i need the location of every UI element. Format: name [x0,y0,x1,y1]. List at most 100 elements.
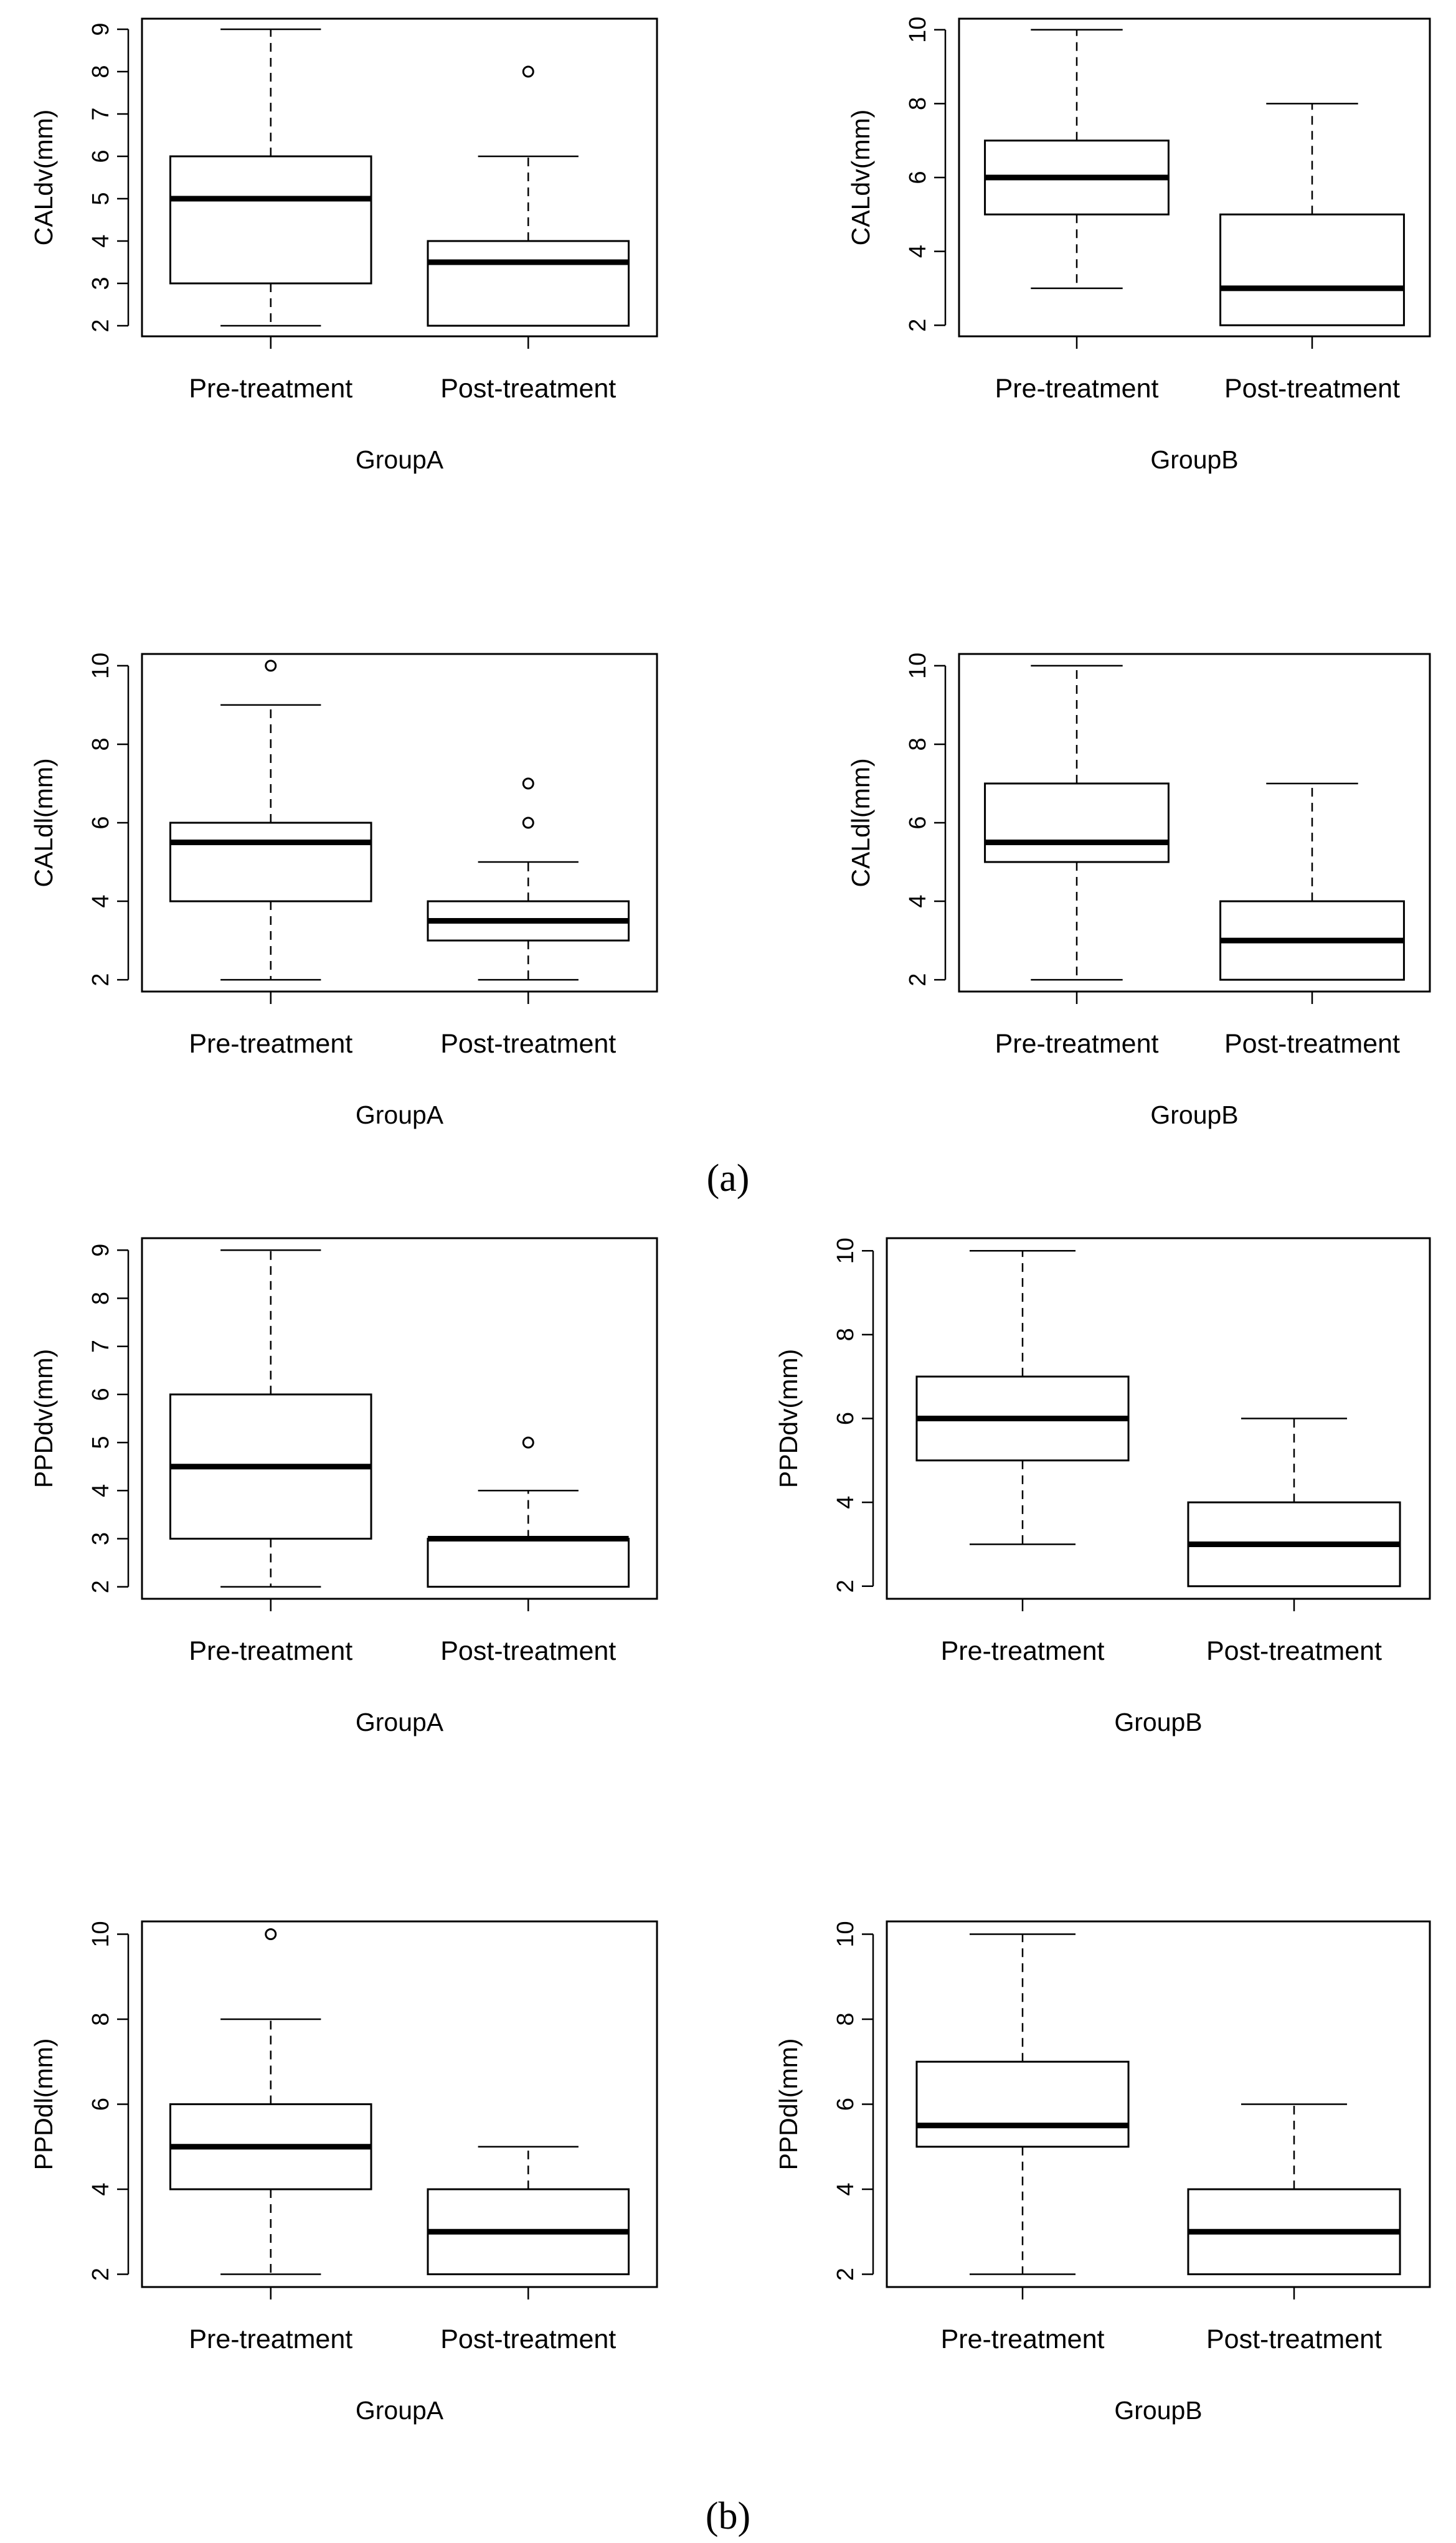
box-2 [1219,782,1405,981]
y-axis-title: PPDdl(mm) [29,2039,58,2171]
x-tick-label: Pre-treatment [995,1029,1159,1059]
plot-frame [141,17,658,338]
x-tick-label: Post-treatment [440,2324,616,2354]
y-axis-title: PPDdv(mm) [29,1349,58,1488]
x-tick-label: Post-treatment [440,374,616,404]
y-tick-label: 6 [88,2098,114,2111]
x-axis-title: GroupB [1150,445,1238,474]
y-axis: 2 3 4 5 6 7 8 9 [88,22,130,333]
x-axis: Pre-treatment Post-treatment [189,1599,616,1666]
y-axis-title: CALdv(mm) [29,110,58,246]
x-axis: Pre-treatment Post-treatment [941,2287,1382,2354]
x-tick-label: Post-treatment [440,1029,616,1059]
y-tick-label: 10 [833,1921,859,1947]
y-tick-label: 5 [88,1436,114,1449]
x-axis: Pre-treatment Post-treatment [995,992,1400,1059]
y-tick-label: 10 [905,17,931,43]
y-tick-label: 4 [88,1484,114,1497]
y-axis-title: PPDdl(mm) [774,2039,803,2171]
y-axis: 2 4 6 8 10 [905,653,947,987]
y-tick-label: 8 [88,737,114,751]
y-tick-label: 4 [88,894,114,907]
y-tick-label: 9 [88,22,114,36]
plots-layer: 2 3 4 5 6 7 8 9 CALdv(mm) Pre-treatment Post-treat… [29,17,1431,2425]
x-axis: Pre-treatment Post-treatment [189,336,616,404]
boxplot-1: 2 3 4 5 6 7 8 9 CALdv(mm) Pre-treatment Post-treat… [29,17,658,474]
y-tick-label: 6 [833,1412,859,1425]
y-tick-label: 9 [88,1244,114,1257]
box-2 [427,2146,630,2276]
box-1 [984,29,1170,290]
outlier-point [265,660,277,672]
boxplot-8: 2 4 6 8 10 PPDdl(mm) Pre-treatment Post-treatme… [774,1920,1431,2425]
plot-frame [141,1237,658,1600]
y-axis-title: PPDdv(mm) [774,1349,803,1488]
box-1 [984,665,1170,981]
y-tick-label: 6 [88,1388,114,1401]
outlier-point [522,817,534,829]
y-tick-label: 6 [905,171,931,184]
y-tick-label: 10 [88,653,114,679]
outlier-point [522,65,534,78]
y-tick-label: 4 [905,894,931,907]
box-2 [1187,2103,1401,2276]
y-axis-title: CALdv(mm) [846,110,875,246]
y-tick-label: 2 [88,973,114,987]
x-tick-label: Post-treatment [440,1636,616,1666]
x-tick-label: Pre-treatment [189,374,352,404]
y-tick-label: 7 [88,107,114,120]
y-tick-label: 8 [833,2012,859,2025]
x-tick-label: Post-treatment [1224,374,1400,404]
y-tick-label: 2 [905,319,931,332]
y-tick-label: 2 [905,973,931,987]
boxplot-7: 2 4 6 8 10 PPDdl(mm) Pre-treatment Post-treatme… [29,1920,658,2425]
box-iqr [915,2060,1130,2148]
box-1 [169,1928,372,2275]
plot-frame [958,17,1431,338]
y-tick-label: 4 [905,245,931,258]
box-2 [427,65,630,327]
box-1 [169,1249,372,1588]
outlier-point [265,1928,277,1940]
x-axis-title: GroupB [1114,2396,1202,2425]
y-tick-label: 4 [88,2182,114,2195]
x-tick-label: Pre-treatment [941,2324,1105,2354]
y-tick-label: 4 [88,234,114,247]
y-tick-label: 2 [88,2268,114,2281]
y-tick-label: 8 [88,2012,114,2025]
x-axis-title: GroupA [356,445,444,474]
y-tick-label: 8 [905,97,931,110]
plot-frame [886,1237,1431,1600]
boxplot-4: 2 4 6 8 10 CALdl(mm) Pre-treatment Post-treatme… [846,653,1431,1129]
y-axis-title: CALdl(mm) [29,758,58,887]
box-2 [427,1436,630,1588]
box-1 [169,28,372,327]
y-tick-label: 10 [833,1238,859,1264]
y-axis-title: CALdl(mm) [846,758,875,887]
box-iqr [169,822,372,902]
x-axis: Pre-treatment Post-treatment [189,2287,616,2354]
y-tick-label: 6 [833,2098,859,2111]
x-tick-label: Post-treatment [1206,1636,1382,1666]
y-tick-label: 8 [833,1328,859,1341]
y-tick-label: 10 [88,1921,114,1947]
y-tick-label: 3 [88,1532,114,1545]
y-axis: 2 3 4 5 6 7 8 9 [88,1244,130,1593]
boxplot-2: 2 4 6 8 10 CALdv(mm) Pre-treatment Post-treatme… [846,17,1431,474]
y-tick-label: 4 [833,1496,859,1509]
y-axis: 2 4 6 8 10 [88,1921,130,2281]
plot-frame [141,653,658,993]
box-1 [169,660,372,981]
y-tick-label: 3 [88,277,114,290]
y-tick-label: 8 [88,1292,114,1305]
y-axis: 2 4 6 8 10 [833,1238,874,1593]
x-tick-label: Pre-treatment [941,1636,1105,1666]
y-axis: 2 4 6 8 10 [905,17,947,332]
plot-frame [886,1920,1431,2288]
box-iqr [984,782,1170,863]
y-tick-label: 2 [88,319,114,332]
boxplot-3: 2 4 6 8 10 CALdl(mm) Pre-treatment Post-treatme… [29,653,658,1129]
box-1 [915,1933,1130,2275]
boxplot-6: 2 4 6 8 10 PPDdv(mm) Pre-treatment Post-treatme… [774,1237,1431,1736]
